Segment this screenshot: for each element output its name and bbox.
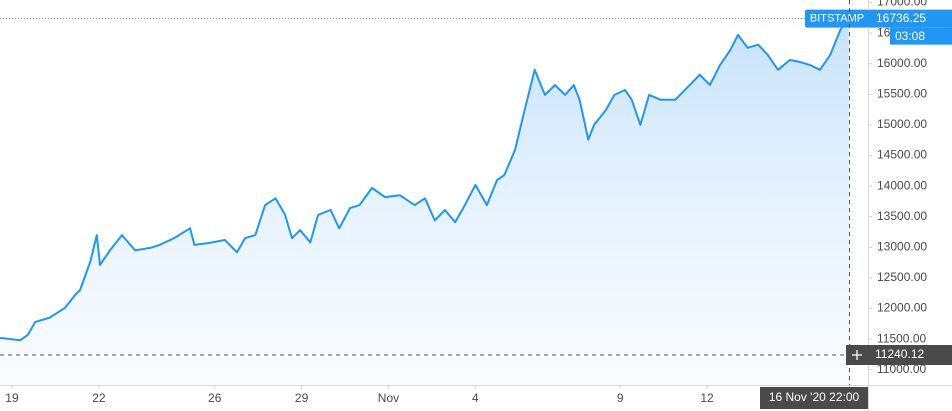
x-tick-label: 26 [208, 391, 222, 405]
y-tick-label: 11000.00 [877, 362, 926, 376]
y-tick-label: 14000.00 [877, 178, 927, 192]
x-tick-label: 22 [92, 391, 106, 405]
area-fill [0, 17, 849, 385]
crosshair-x-label: 16 Nov '20 22:00 [769, 390, 860, 404]
exchange-label: BITSTAMP [810, 13, 864, 25]
crosshair-x-badge [760, 387, 868, 409]
x-tick-label: 4 [472, 391, 479, 405]
last-price-label: 16736.25 [876, 11, 926, 25]
y-tick-label: 16000.00 [877, 56, 927, 70]
x-tick-label: 12 [700, 391, 714, 405]
y-tick-label: 17000.00 [877, 0, 927, 9]
x-tick-label: Nov [378, 391, 399, 405]
y-tick-label: 12500.00 [877, 270, 927, 284]
x-tick-label: 9 [617, 391, 624, 405]
countdown-label: 03:08 [895, 29, 925, 43]
crosshair-plus [852, 350, 862, 361]
price-line [0, 16, 850, 342]
y-tick-label: 13500.00 [877, 209, 927, 223]
y-tick-label: 13000.00 [877, 239, 927, 253]
crosshair-y-badge [846, 345, 952, 366]
exchange-badge [805, 9, 869, 28]
y-tick-label: 12000.00 [877, 301, 927, 315]
x-tick-label: 29 [295, 391, 309, 405]
countdown-badge [890, 27, 952, 45]
y-tick-label: 11500.00 [877, 331, 926, 345]
y-tick-label: 14500.00 [877, 148, 927, 162]
last-price-badge [869, 9, 952, 28]
y-tick-label: 15500.00 [877, 86, 927, 100]
y-tick-label: 15000.00 [877, 117, 927, 131]
crosshair-y-label: 11240.12 [875, 347, 924, 361]
x-tick-label: 19 [5, 391, 19, 405]
